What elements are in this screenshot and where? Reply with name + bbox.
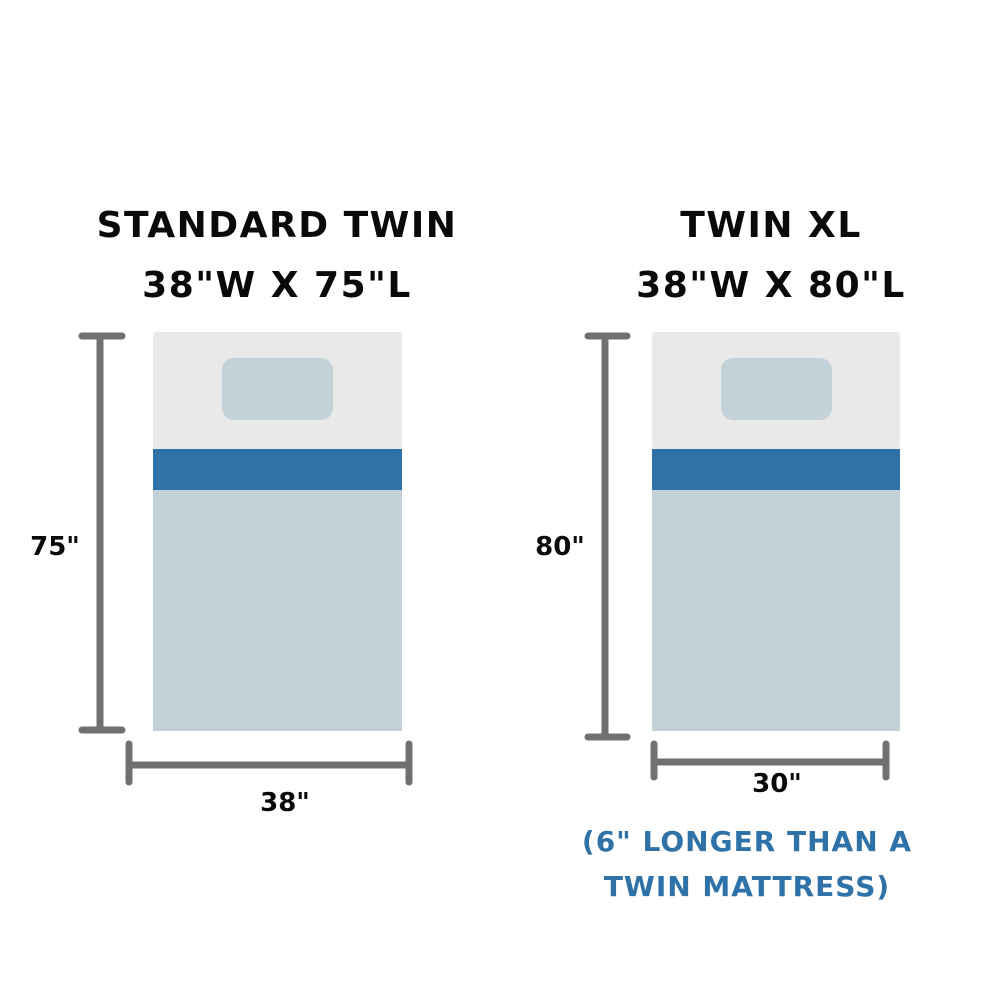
width-dimension-bracket [650, 740, 890, 781]
blanket-sheet [153, 490, 402, 731]
comparison-note-line-2: TWIN MATTRESS) [604, 870, 890, 903]
length-label: 80" [535, 532, 585, 562]
width-label: 38" [260, 788, 310, 818]
length-label: 75" [30, 532, 80, 562]
bed-dimensions-subtitle: 38"W X 75"L [142, 265, 412, 306]
blanket-sheet [652, 490, 900, 731]
length-dimension-bracket [584, 332, 631, 741]
length-dimension-bracket [78, 332, 126, 734]
width-dimension-bracket [125, 740, 413, 786]
comparison-note-line-1: (6" LONGER THAN A [582, 825, 912, 858]
bed-dimensions-subtitle: 38"W X 80"L [636, 265, 906, 306]
blanket-band [153, 449, 402, 490]
blanket-band [652, 449, 900, 490]
bed-title: STANDARD TWIN [97, 205, 458, 246]
mattress-illustration [153, 332, 402, 731]
pillow [222, 358, 333, 420]
bed-twin-xl: TWIN XL 38"W X 80"L 80" 30" (6" LONGER T [535, 205, 912, 903]
width-label: 30" [752, 769, 802, 799]
mattress-illustration [652, 332, 900, 731]
bed-title: TWIN XL [680, 205, 862, 246]
bed-standard-twin: STANDARD TWIN 38"W X 75"L 75" 38" [30, 205, 458, 818]
pillow [721, 358, 832, 420]
